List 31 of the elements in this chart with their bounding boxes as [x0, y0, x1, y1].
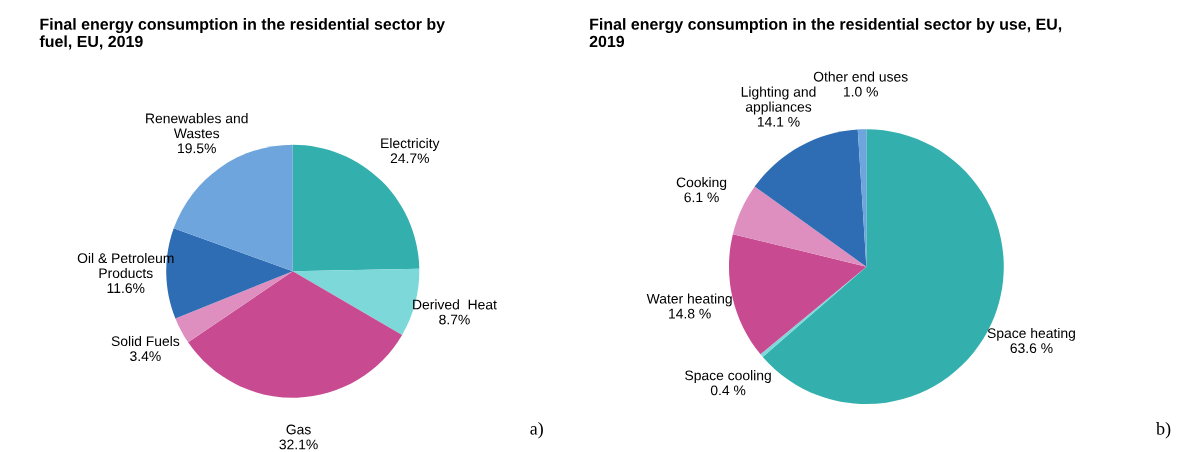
text: a) [530, 422, 543, 439]
data-label: 8.7% [439, 314, 470, 325]
pie-slice [732, 186, 867, 267]
slice-label: Derived Heat [413, 299, 497, 310]
slice-label: Renewables and Wastes [146, 113, 248, 139]
slice-label: Gas [286, 424, 311, 435]
data-label: 11.6% [107, 283, 145, 294]
pie-slice [754, 129, 867, 267]
data-label: 32.1% [279, 439, 318, 450]
data-label: 6.1 % [684, 192, 719, 203]
slice-label: Cooking [676, 177, 727, 190]
slice-label: Lighting and appliances [741, 86, 816, 115]
pie-slice [173, 144, 293, 272]
slice-label: Electricity [381, 138, 440, 151]
text: b) [1156, 422, 1171, 439]
data-label: 14.8 % [669, 308, 711, 319]
data-label: 24.7% [390, 153, 429, 164]
pie-slice [188, 271, 403, 398]
slice-label: Other end uses [813, 71, 908, 82]
slice-label: Space cooling [685, 370, 771, 384]
data-label: 1.0 % [843, 86, 878, 97]
slice-label: Water heating [646, 293, 732, 307]
slice-label: Space heating [987, 327, 1075, 341]
slice-label: Solid Fuels [111, 335, 180, 347]
data-label: 0.4 % [710, 385, 746, 396]
chart-title: Final energy consumption in the residential sector by use, EU, 2019 [589, 18, 1062, 48]
data-label: 63.6 % [1010, 343, 1053, 354]
data-label: 14.1 % [757, 116, 800, 127]
data-label: 3.4% [130, 351, 161, 362]
chart-title: Final energy consumption in the residential sector by fuel, EU, 2019 [39, 18, 445, 50]
data-label: 19.5% [178, 143, 216, 154]
